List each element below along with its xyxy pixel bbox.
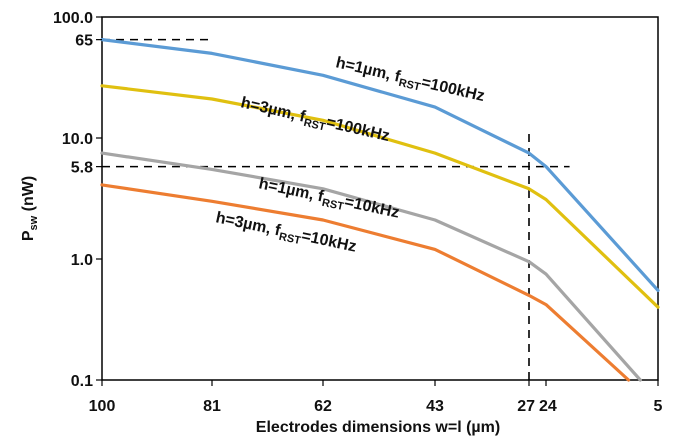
- y-tick-label: 0.1: [71, 373, 93, 390]
- x-tick-label: 24: [539, 398, 557, 415]
- series-label-3: h=3µm, fRST=10kHz: [214, 209, 358, 258]
- series-line-1: [100, 84, 660, 309]
- y-tick-label: 5.8: [71, 160, 93, 177]
- x-tick-label: 27: [517, 398, 535, 415]
- x-tick-label: 62: [314, 398, 332, 415]
- y-tick-label: 100.0: [53, 10, 93, 27]
- plot-area-frame: [101, 16, 659, 381]
- x-axis-title: Electrodes dimensions w=l (µm): [256, 419, 500, 436]
- y-tick-label: 10.0: [62, 131, 93, 148]
- series-line-0: [100, 37, 660, 292]
- y-tick-label: 65: [75, 33, 93, 50]
- x-tick-label: 81: [203, 398, 221, 415]
- x-tick-label: 5: [654, 398, 663, 415]
- y-tick-label: 1.0: [71, 252, 93, 269]
- series-label-2: h=1µm, fRST=10kHz: [257, 175, 401, 224]
- y-axis-title: Psw (nW): [20, 176, 40, 241]
- series-line-2: [100, 151, 642, 382]
- series-line-3: [100, 183, 631, 382]
- x-tick-label: 43: [426, 398, 444, 415]
- x-tick-label: 100: [89, 398, 116, 415]
- series-label-1: h=3µm, fRST=100kHz: [238, 94, 391, 148]
